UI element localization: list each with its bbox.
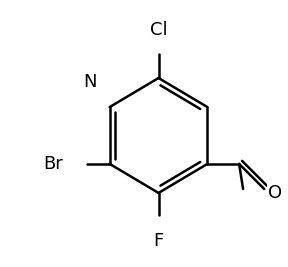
Text: N: N bbox=[83, 73, 96, 91]
Text: F: F bbox=[154, 231, 164, 249]
Text: Br: Br bbox=[43, 155, 63, 173]
Text: O: O bbox=[268, 184, 282, 202]
Text: Cl: Cl bbox=[150, 21, 167, 40]
